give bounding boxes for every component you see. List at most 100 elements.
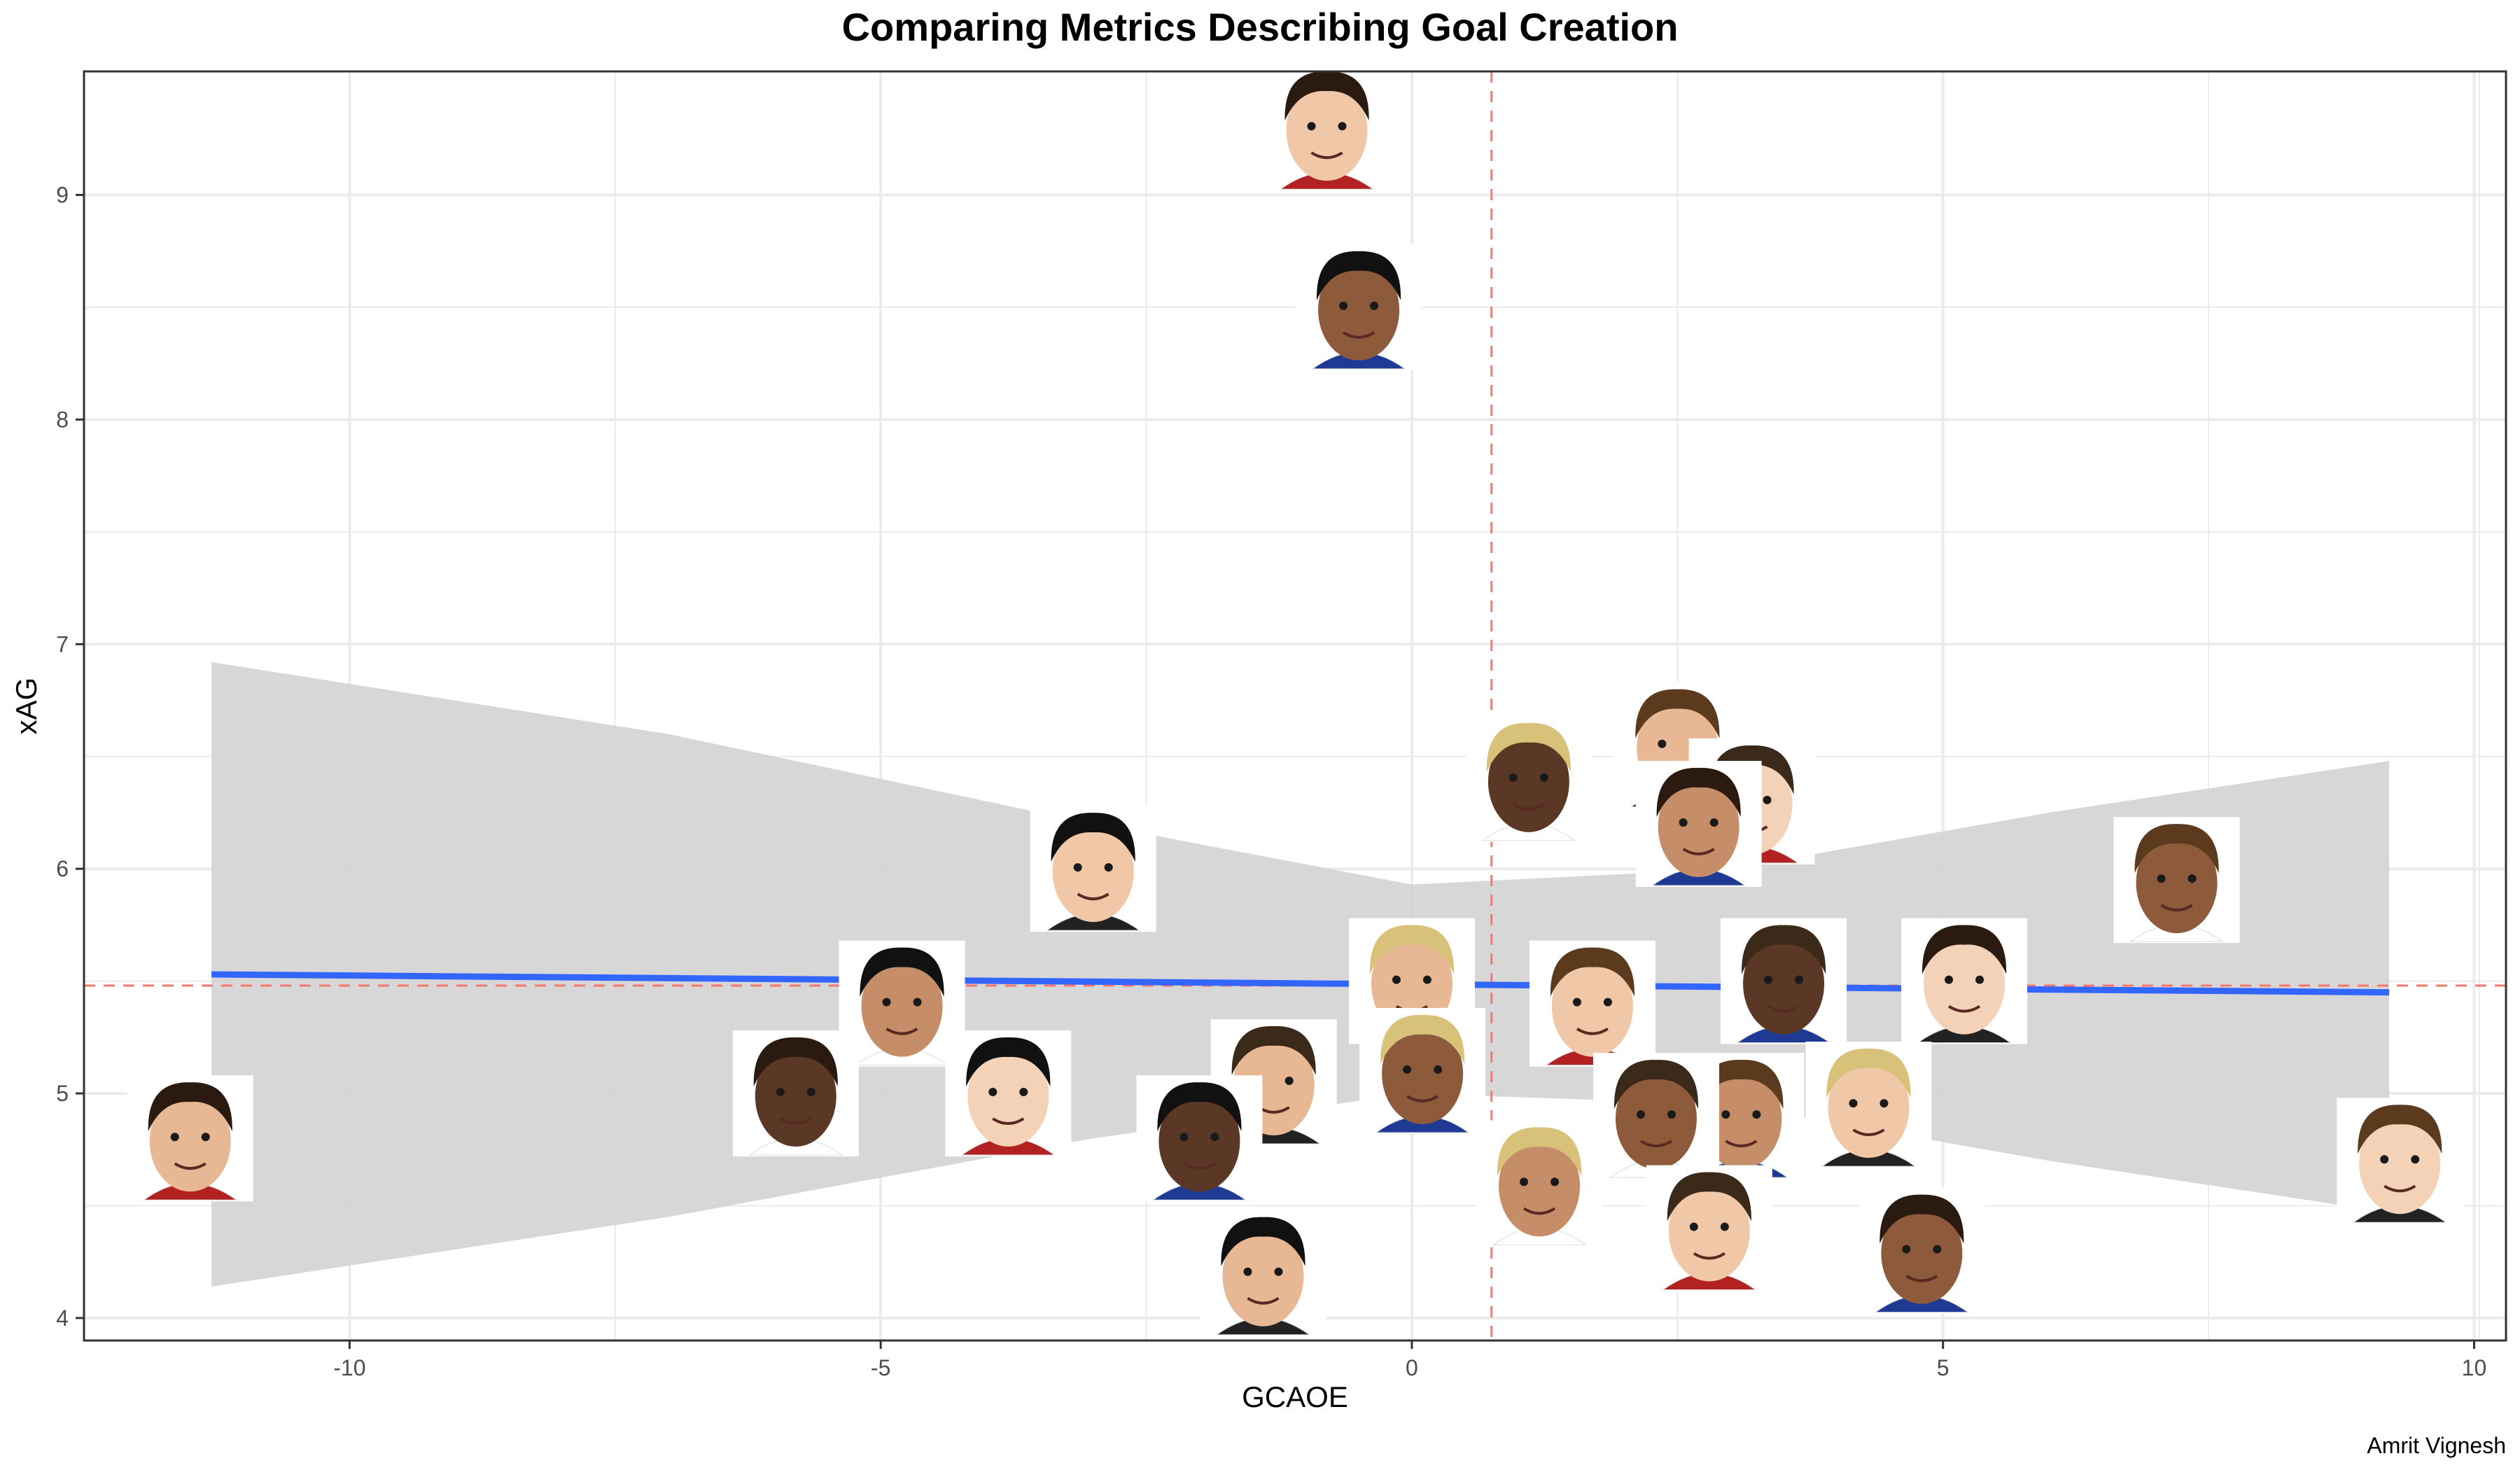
marker-mouth [1342, 331, 1376, 339]
marker-hair [966, 1037, 1051, 1087]
marker-eye [1933, 1245, 1942, 1254]
marker-mouth [779, 1117, 812, 1126]
player-face-marker [1030, 806, 1156, 932]
marker-eye [2380, 1155, 2389, 1164]
marker-face [1052, 821, 1134, 923]
marker-hair [1667, 1172, 1751, 1222]
marker-hair [1157, 1082, 1242, 1132]
marker-eye [1658, 739, 1667, 748]
marker-eye [170, 1133, 179, 1142]
marker-hair [148, 1082, 232, 1132]
marker-face [1828, 1057, 1910, 1158]
marker-eye [1879, 1099, 1889, 1108]
player-face-marker [1901, 918, 2028, 1044]
y-axis-label: xAG [10, 678, 43, 735]
marker-hair [1316, 251, 1401, 300]
marker-face [1499, 1135, 1581, 1237]
marker-mouth [1406, 1095, 1439, 1102]
player-face-marker [839, 940, 965, 1067]
marker-eye [1945, 975, 1954, 984]
marker-face [1382, 1023, 1464, 1124]
panel-border [83, 70, 2507, 1342]
marker-eye [1795, 975, 1804, 984]
marker-eye [1274, 1267, 1283, 1276]
marker-hair [1656, 767, 1741, 817]
player-face-marker [1476, 1120, 1603, 1247]
marker-eye [1307, 122, 1316, 131]
marker-eye [1902, 1245, 1911, 1254]
marker-eye [882, 997, 891, 1007]
marker-eye [1550, 1177, 1560, 1186]
marker-eye [1636, 1110, 1645, 1119]
marker-hair [1380, 1014, 1465, 1064]
marker-eye [1603, 997, 1612, 1007]
marker-mouth [886, 1027, 918, 1035]
player-face-marker [1858, 1187, 1985, 1314]
player-face-marker [1721, 918, 1847, 1044]
marker-hair [860, 947, 944, 997]
x-tick-label: 5 [1937, 1355, 1949, 1380]
y-tick-label: 7 [56, 631, 69, 657]
marker-eye [1752, 1110, 1761, 1119]
marker-mouth [1310, 151, 1343, 160]
marker-face [2136, 832, 2218, 934]
marker-eye [806, 1088, 816, 1097]
marker-eye [1104, 863, 1113, 872]
marker-hair [1051, 813, 1135, 862]
marker-mouth [1947, 1004, 1981, 1013]
marker-hair [2134, 824, 2219, 874]
marker-face [967, 1046, 1049, 1147]
marker-face [755, 1046, 836, 1147]
marker-face [1924, 933, 2005, 1035]
marker-eye [1403, 1065, 1412, 1074]
marker-hair [1614, 1060, 1699, 1110]
marker-mouth [2160, 904, 2193, 912]
player-face-marker [1592, 1053, 1719, 1180]
marker-hair [1221, 1217, 1306, 1266]
marker-face [1743, 933, 1825, 1035]
marker-eye [201, 1133, 210, 1142]
marker-mouth [1693, 1252, 1726, 1260]
marker-hair [1369, 925, 1454, 974]
marker-hair [1284, 71, 1369, 121]
marker-eye [776, 1088, 785, 1097]
marker-eye [1849, 1099, 1858, 1108]
marker-mouth [1905, 1274, 1938, 1282]
marker-mouth [2384, 1184, 2416, 1193]
marker-hair [1486, 722, 1571, 772]
marker-eye [1572, 997, 1581, 1007]
marker-mouth [1852, 1128, 1885, 1137]
marker-hair [1879, 1194, 1964, 1244]
marker-face [149, 1091, 231, 1192]
marker-face [1158, 1091, 1240, 1192]
marker-mouth [1247, 1297, 1280, 1305]
marker-mouth [1682, 848, 1715, 855]
player-face-marker [127, 1075, 253, 1202]
marker-eye [1422, 975, 1432, 984]
chart-title: Comparing Metrics Describing Goal Creati… [841, 5, 1679, 49]
marker-hair [1921, 925, 2007, 974]
marker-hair [1699, 1060, 1784, 1110]
marker-mouth [1639, 1140, 1673, 1148]
marker-eye [1720, 1222, 1729, 1231]
marker-eye [2188, 874, 2197, 883]
marker-eye [1019, 1088, 1028, 1097]
marker-hair [1497, 1127, 1582, 1177]
marker-eye [2157, 874, 2166, 883]
player-face-marker [1136, 1075, 1263, 1202]
y-tick-label: 5 [56, 1081, 69, 1106]
marker-hair [1635, 689, 1720, 738]
marker-face [1881, 1203, 1963, 1304]
marker-eye [1338, 122, 1347, 131]
marker-eye [1339, 301, 1348, 310]
marker-eye [1508, 773, 1518, 782]
player-face-marker [2113, 817, 2240, 944]
marker-mouth [1512, 803, 1545, 811]
player-face-marker [732, 1030, 859, 1157]
marker-hair [753, 1037, 838, 1087]
marker-eye [1539, 773, 1548, 782]
player-face-marker [1296, 244, 1422, 370]
marker-eye [1392, 975, 1401, 984]
y-tick-label: 6 [56, 856, 69, 881]
marker-eye [1721, 1110, 1730, 1119]
